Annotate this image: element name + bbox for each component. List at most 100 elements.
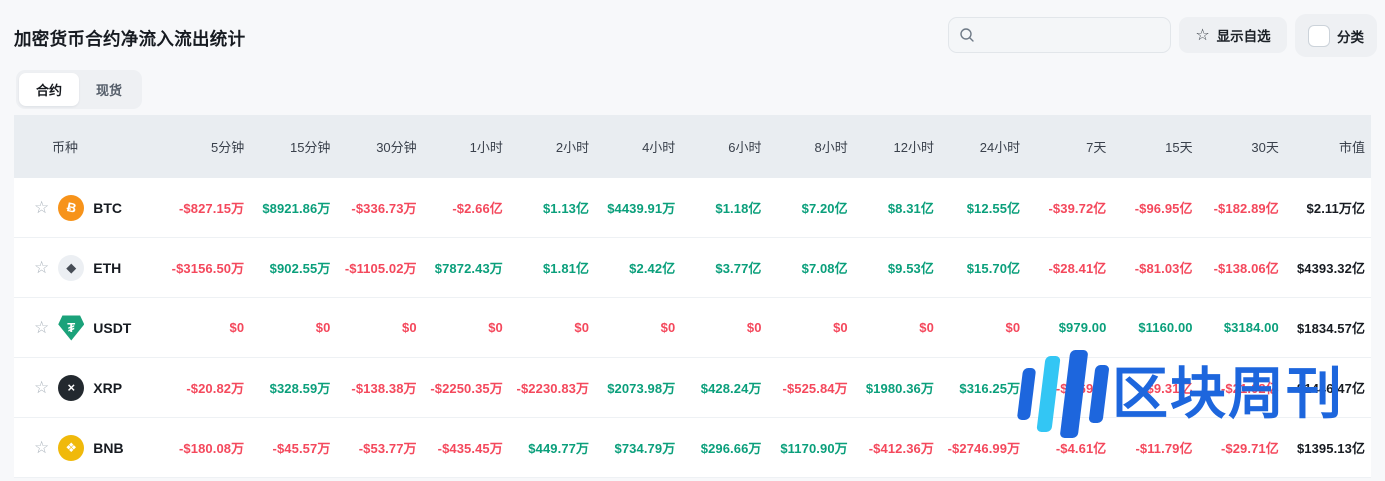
value-cell: $3.77亿 [715, 261, 762, 276]
column-header-7: 6小时 [728, 140, 762, 155]
top-bar: 加密货币合约净流入流出统计 ☆ 显示自选 分类 [0, 0, 1385, 68]
market-cap-cell: $1446.47亿 [1296, 381, 1366, 396]
coin-cell: ☆ ◆ ETH [14, 254, 164, 281]
value-cell: -$11.79亿 [1135, 441, 1193, 456]
category-checkbox[interactable] [1308, 24, 1330, 47]
column-header-4: 1小时 [469, 140, 503, 155]
favorite-star-icon[interactable]: ☆ [34, 438, 50, 457]
favorite-star-icon[interactable]: ☆ [34, 318, 50, 337]
coin-symbol: USDT [93, 319, 132, 336]
value-cell: -$28.41亿 [1048, 261, 1107, 276]
value-cell: -$20.82万 [186, 381, 245, 396]
value-cell: $7.08亿 [801, 261, 848, 276]
column-header-11: 7天 [1086, 140, 1107, 155]
tab-contract[interactable]: 合约 [19, 73, 80, 106]
value-cell: -$96.95亿 [1134, 201, 1193, 216]
show-favorites-label: 显示自选 [1216, 29, 1271, 44]
value-cell: -$45.57万 [272, 441, 331, 456]
value-cell: $0 [833, 320, 848, 335]
flows-table: 币种 5分钟 15分钟 30分钟 1小时 2小时 4小时 6小时 8小时 12小时 24小时 7天 15… [14, 115, 1371, 478]
value-cell: -$81.03亿 [1134, 261, 1193, 276]
value-cell: $1170.90万 [780, 441, 848, 456]
coin-symbol: BTC [93, 199, 123, 216]
value-cell: -$1.69亿 [1055, 381, 1107, 396]
coin-symbol: BNB [93, 439, 124, 456]
usdt-icon: ₮ [58, 315, 85, 341]
coin-cell: ☆ ₮ USDT [14, 315, 164, 341]
column-header-6: 4小时 [642, 140, 676, 155]
value-cell: $12.55亿 [966, 201, 1021, 216]
btc-icon: Ƀ [58, 194, 85, 221]
value-cell: $328.59万 [269, 381, 331, 396]
market-cap-cell: $1395.13亿 [1296, 441, 1366, 456]
value-cell: $2.42亿 [629, 261, 676, 276]
value-cell: -$182.89亿 [1213, 201, 1279, 216]
value-cell: $296.66万 [700, 441, 762, 456]
column-header-3: 30分钟 [376, 140, 417, 155]
value-cell: $8921.86万 [262, 201, 331, 216]
value-cell: $9.53亿 [887, 261, 934, 276]
table-row-xrp[interactable]: ☆ × XRP -$20.82万 $328.59万 -$138.38万 -$2250.35万… [14, 358, 1371, 418]
value-cell: $1.18亿 [715, 201, 762, 216]
value-cell: $0 [660, 320, 676, 335]
value-cell: -$2.66亿 [452, 201, 503, 216]
search-icon [960, 28, 974, 42]
coin-cell: ☆ ❖ BNB [14, 434, 164, 461]
view-tabs: 合约 现货 [16, 70, 143, 109]
value-cell: $0 [401, 320, 417, 335]
value-cell: $7.20亿 [801, 201, 848, 216]
value-cell: -$53.77万 [358, 441, 417, 456]
value-cell: $2073.98万 [607, 381, 676, 396]
tab-spot[interactable]: 现货 [96, 83, 123, 98]
bnb-icon: ❖ [58, 434, 85, 461]
table-row-usdt[interactable]: ☆ ₮ USDT $0 $0 $0 $0 $0 $0 $0 $0 $0 $0 $979.00 $1160.0… [14, 298, 1371, 358]
coin-cell: ☆ × XRP [14, 374, 164, 401]
value-cell: $1980.36万 [865, 381, 934, 396]
favorite-star-icon[interactable]: ☆ [34, 198, 50, 217]
star-icon: ☆ [1195, 26, 1210, 44]
value-cell: $0 [1005, 320, 1021, 335]
favorite-star-icon[interactable]: ☆ [34, 258, 50, 277]
value-cell: $7872.43万 [434, 261, 503, 276]
value-cell: $3184.00 [1223, 320, 1279, 335]
favorite-star-icon[interactable]: ☆ [34, 378, 50, 397]
value-cell: $902.55万 [269, 261, 331, 276]
table-header-row: 币种 5分钟 15分钟 30分钟 1小时 2小时 4小时 6小时 8小时 12小时 24小时 7天 15… [14, 115, 1371, 178]
value-cell: $4439.91万 [607, 201, 676, 216]
show-favorites-button[interactable]: ☆ 显示自选 [1179, 17, 1287, 53]
value-cell: $0 [488, 320, 503, 335]
category-button[interactable]: 分类 [1295, 14, 1377, 57]
value-cell: $15.70亿 [966, 261, 1021, 276]
value-cell: -$2250.35万 [430, 381, 503, 396]
table-row-eth[interactable]: ☆ ◆ ETH -$3156.50万 $902.55万 -$1105.02万 $7872.4… [14, 238, 1371, 298]
value-cell: $1160.00 [1138, 320, 1193, 335]
page-title: 加密货币合约净流入流出统计 [14, 29, 246, 49]
table-row-btc[interactable]: ☆ Ƀ BTC -$827.15万 $8921.86万 -$336.73万 -$2.66亿 $… [14, 178, 1371, 238]
column-header-2: 15分钟 [289, 140, 331, 155]
value-cell: $0 [315, 320, 331, 335]
value-cell: -$525.84万 [782, 381, 848, 396]
value-cell: -$9.31亿 [1142, 381, 1193, 396]
value-cell: $734.79万 [614, 441, 676, 456]
column-header-1: 5分钟 [210, 140, 245, 155]
value-cell: -$29.71亿 [1220, 441, 1279, 456]
value-cell: -$138.38万 [351, 381, 417, 396]
column-header-0: 币种 [52, 140, 79, 155]
value-cell: -$180.08万 [178, 441, 245, 456]
value-cell: $1.81亿 [542, 261, 590, 276]
column-header-5: 2小时 [555, 140, 590, 155]
value-cell: -$412.36万 [868, 441, 934, 456]
value-cell: -$435.45万 [437, 441, 503, 456]
value-cell: -$39.72亿 [1048, 201, 1107, 216]
value-cell: $0 [229, 320, 245, 335]
value-cell: -$2230.83万 [516, 381, 590, 396]
search-input[interactable] [981, 27, 1160, 43]
search-box[interactable] [948, 17, 1171, 53]
value-cell: $979.00 [1058, 320, 1107, 335]
table-row-bnb[interactable]: ☆ ❖ BNB -$180.08万 -$45.57万 -$53.77万 -$435.45万 $… [14, 418, 1371, 478]
market-cap-cell: $1834.57亿 [1296, 321, 1366, 336]
value-cell: $0 [574, 320, 590, 335]
value-cell: -$21.02亿 [1220, 381, 1279, 396]
value-cell: -$138.06亿 [1213, 261, 1279, 276]
column-header-9: 12小时 [893, 140, 934, 155]
